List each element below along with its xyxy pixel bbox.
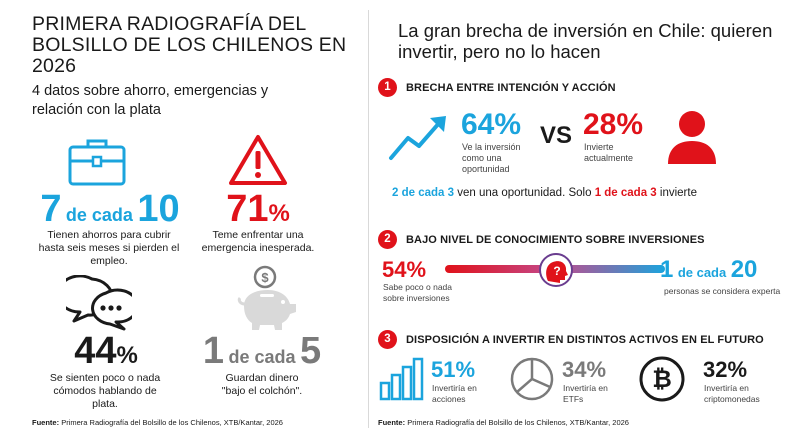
section-3-number: 3 [378,330,397,349]
trend-up-arrow-icon [388,112,450,162]
s1-intention-desc: Ve la inversión como una oportunidad [462,142,521,174]
left-title: PRIMERA RADIOGRAFÍA DEL BOLSILLO DE LOS … [32,13,347,77]
stat-emergency-value: 71% [226,188,290,230]
piggy-bank-icon: $ [228,264,302,334]
svg-text:₿: ₿ [652,365,672,393]
chat-bubbles-icon [56,274,140,331]
right-title: La gran brecha de inversión en Chile: qu… [398,20,773,62]
stat-mattress-desc: Guardan dinero "bajo el colchón". [221,372,303,397]
briefcase-icon [67,137,127,187]
s1-summary: 2 de cada 3 ven una oportunidad. Solo 1 … [392,187,697,199]
s1-vs-label: VS [540,122,573,149]
s1-action-value: 28% [583,108,644,141]
person-icon [666,108,718,166]
s1-intention-value: 64% [461,108,522,141]
svg-text:?: ? [553,264,560,278]
s3-crypto-desc: Invertiría en criptomonedas [704,383,760,404]
s2-expert-value: 1 de cada 20 [660,256,758,283]
s2-low-knowledge-value: 54% [382,257,427,282]
stat-savings-desc: Tienen ahorros para cubrir hasta seis me… [38,229,180,267]
warning-icon [228,133,288,187]
question-head-icon: ? [539,253,573,287]
pie-chart-icon [509,356,555,402]
stat-mattress-value: 1 de cada 5 [202,330,322,372]
s3-stocks-value: 51% [431,357,476,382]
s3-stocks-desc: Invertiría en acciones [432,383,477,404]
left-source: Fuente: Primera Radiografía del Bolsillo… [32,418,283,427]
stat-emergency-desc: Teme enfrentar una emergencia inesperada… [201,229,315,254]
svg-text:$: $ [261,270,269,285]
right-source: Fuente: Primera Radiografía del Bolsillo… [378,418,629,427]
bitcoin-icon: ₿ [638,355,686,403]
stat-comfort-desc: Se sienten poco o nada cómodos hablando … [49,372,161,410]
section-2-number: 2 [378,230,397,249]
s3-crypto-value: 32% [703,357,748,382]
stat-savings-value: 7 de cada 10 [40,188,180,230]
panel-divider [368,10,369,428]
left-subtitle: 4 datos sobre ahorro, emergencias y rela… [32,83,269,118]
s1-action-desc: Invierte actualmente [584,142,634,163]
section-2-heading: BAJO NIVEL DE CONOCIMIENTO SOBRE INVERSI… [406,234,705,246]
s3-etfs-desc: Invertiría en ETFs [563,383,608,404]
s3-etfs-value: 34% [562,357,607,382]
s2-expert-desc: personas se considera experta [664,286,781,296]
section-1-number: 1 [378,78,397,97]
stat-comfort-value: 44% [74,330,138,372]
section-3-heading: DISPOSICIÓN A INVERTIR EN DISTINTOS ACTI… [406,334,764,346]
s2-low-knowledge-desc: Sabe poco o nada sobre inversiones [383,282,453,303]
bar-chart-icon [379,357,425,401]
section-1-heading: BRECHA ENTRE INTENCIÓN Y ACCIÓN [406,82,616,94]
